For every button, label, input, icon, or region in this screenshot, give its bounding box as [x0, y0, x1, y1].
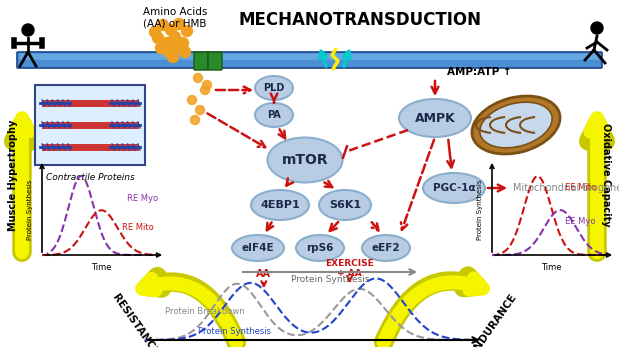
Circle shape	[194, 74, 202, 83]
Text: AMPK: AMPK	[415, 111, 456, 125]
Circle shape	[165, 25, 176, 35]
Text: PLD: PLD	[263, 83, 285, 93]
Ellipse shape	[255, 76, 293, 100]
Ellipse shape	[267, 137, 342, 183]
FancyBboxPatch shape	[20, 53, 599, 60]
Circle shape	[201, 85, 209, 94]
Ellipse shape	[232, 235, 284, 261]
Text: Protein Synthesis: Protein Synthesis	[477, 180, 483, 240]
Text: Muscle Hypertrophy: Muscle Hypertrophy	[8, 119, 18, 231]
Circle shape	[173, 18, 184, 29]
Circle shape	[170, 32, 181, 42]
Text: AA: AA	[256, 269, 271, 279]
Text: PA: PA	[267, 110, 281, 120]
Circle shape	[188, 95, 196, 104]
Text: Protein Synthesis: Protein Synthesis	[291, 276, 370, 285]
Ellipse shape	[255, 103, 293, 127]
Circle shape	[22, 24, 34, 36]
Circle shape	[168, 51, 178, 62]
Circle shape	[163, 46, 175, 58]
Text: eEF2: eEF2	[371, 243, 400, 253]
Text: rpS6: rpS6	[306, 243, 334, 253]
Text: S6K1: S6K1	[329, 200, 361, 210]
Text: Protein Breakdown: Protein Breakdown	[165, 307, 245, 316]
Ellipse shape	[319, 190, 371, 220]
Circle shape	[180, 46, 191, 58]
Text: ENDURANCE: ENDURANCE	[468, 293, 518, 347]
Text: Contractile Proteins: Contractile Proteins	[46, 172, 134, 181]
Text: RESISTANCE: RESISTANCE	[110, 293, 160, 347]
Ellipse shape	[472, 96, 560, 154]
Circle shape	[178, 37, 189, 49]
Text: EE Myo: EE Myo	[565, 217, 595, 226]
Text: 4EBP1: 4EBP1	[260, 200, 300, 210]
Text: Mitochondrial Biogenesis: Mitochondrial Biogenesis	[513, 183, 619, 193]
FancyBboxPatch shape	[17, 52, 602, 68]
Circle shape	[150, 26, 160, 37]
Text: RE Mito: RE Mito	[122, 223, 154, 232]
Text: PGC-1α: PGC-1α	[433, 183, 475, 193]
Text: Protein Synthesis: Protein Synthesis	[27, 180, 33, 240]
FancyBboxPatch shape	[208, 52, 222, 70]
Ellipse shape	[362, 235, 410, 261]
Text: Oxidative Capacity: Oxidative Capacity	[601, 123, 611, 227]
FancyBboxPatch shape	[35, 85, 145, 165]
Ellipse shape	[399, 99, 471, 137]
Circle shape	[157, 19, 168, 31]
FancyBboxPatch shape	[194, 52, 208, 70]
Ellipse shape	[423, 173, 485, 203]
Ellipse shape	[480, 102, 552, 148]
Circle shape	[152, 33, 163, 43]
Text: Time: Time	[91, 262, 111, 271]
Text: eIF4E: eIF4E	[241, 243, 274, 253]
Circle shape	[162, 37, 173, 49]
Text: RE Myo: RE Myo	[127, 194, 158, 203]
Circle shape	[196, 105, 204, 115]
Circle shape	[155, 42, 167, 53]
Circle shape	[171, 42, 183, 52]
Text: Protein Synthesis: Protein Synthesis	[197, 327, 271, 336]
Text: mTOR: mTOR	[282, 153, 328, 167]
Ellipse shape	[251, 190, 309, 220]
Circle shape	[191, 116, 199, 125]
Ellipse shape	[296, 235, 344, 261]
Text: EE Mito: EE Mito	[565, 183, 596, 192]
Circle shape	[202, 81, 212, 90]
Text: Time: Time	[541, 262, 561, 271]
Circle shape	[181, 25, 193, 36]
Text: Amino Acids
(AA) or HMB: Amino Acids (AA) or HMB	[143, 7, 207, 29]
Circle shape	[591, 22, 603, 34]
Text: MECHANOTRANSDUCTION: MECHANOTRANSDUCTION	[238, 11, 482, 29]
Text: AMP:ATP ↑: AMP:ATP ↑	[447, 67, 512, 77]
Text: EXERCISE
+ AA: EXERCISE + AA	[325, 259, 374, 278]
